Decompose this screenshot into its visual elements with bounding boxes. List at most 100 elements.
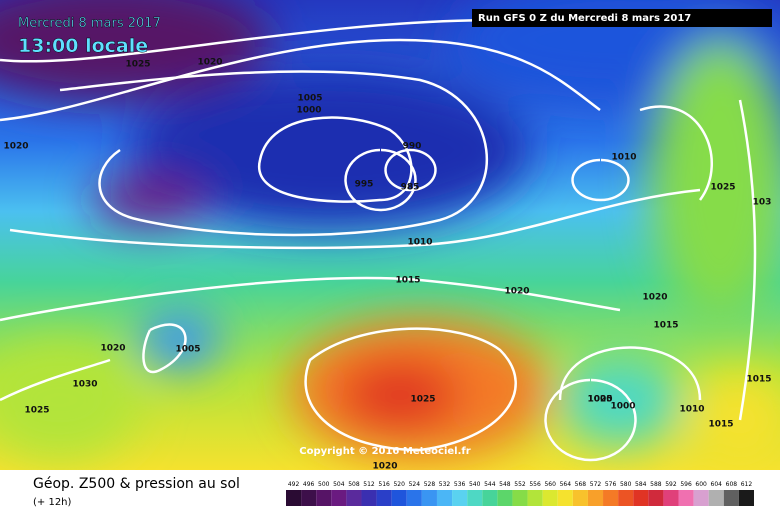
scale-swatch — [557, 490, 573, 506]
scale-swatch — [678, 490, 694, 506]
scale-swatch — [603, 490, 619, 506]
scale-label: 592 — [665, 481, 677, 488]
scale-swatch — [406, 490, 422, 506]
scale-swatch — [693, 490, 709, 506]
isobar-label: 1020 — [3, 142, 28, 152]
scale-label: 596 — [680, 481, 692, 488]
date-text: Mercredi 8 mars 2017 — [18, 16, 161, 31]
copyright: Copyright © 2016 Meteociel.fr — [299, 446, 470, 457]
scale-label: 560 — [544, 481, 556, 488]
scale-swatch — [467, 490, 483, 506]
isobar-label: 1005 — [175, 345, 200, 355]
scale-swatch — [286, 490, 302, 506]
time-text: 13:00 locale — [18, 35, 148, 57]
scale-label: 588 — [650, 481, 662, 488]
scale-swatch — [738, 490, 754, 506]
scale-swatch — [618, 490, 634, 506]
isobar-label: 1020 — [372, 462, 397, 472]
isobar-label: 1025 — [710, 183, 735, 193]
scale-label: 568 — [575, 481, 587, 488]
isobar-label: 1000 — [610, 402, 635, 412]
isobars — [0, 18, 757, 462]
scale-label: 516 — [378, 481, 390, 488]
isobar-label: 1025 — [125, 60, 150, 70]
color-scale: 492 496 500 504 508 512 516 520 524 528 532 536 540 5… — [286, 481, 754, 506]
isobar-label: 1010 — [407, 238, 432, 248]
run-text: Run GFS 0 Z du Mercredi 8 mars 2017 — [478, 13, 691, 24]
scale-label: 504 — [333, 481, 345, 488]
scale-label: 604 — [711, 481, 723, 488]
scale-swatch — [391, 490, 407, 506]
scale-label: 612 — [741, 481, 753, 488]
footer-title: Géop. Z500 & pression au sol — [33, 476, 240, 492]
scale-swatch — [436, 490, 453, 506]
run-banner — [472, 9, 772, 27]
scale-swatch — [331, 490, 347, 506]
scale-label: 500 — [318, 481, 330, 488]
scale-label: 536 — [454, 481, 466, 488]
isobar-label: 1005 — [297, 94, 322, 104]
isobar-label: 1015 — [708, 420, 733, 430]
isobar-label: 103 — [753, 198, 772, 208]
scale-label: 576 — [605, 481, 617, 488]
scale-label: 544 — [484, 481, 496, 488]
scale-swatch — [512, 490, 528, 506]
scale-label: 580 — [620, 481, 632, 488]
isobar-label: 985 — [401, 183, 420, 193]
isobar-label: 1015 — [653, 321, 678, 331]
isobar-label: 1020 — [100, 344, 125, 354]
isobar-label: 1025 — [410, 395, 435, 405]
scale-label: 528 — [424, 481, 436, 488]
scale-label: 508 — [348, 481, 360, 488]
scale-label: 556 — [529, 481, 541, 488]
scale-swatch — [708, 490, 724, 506]
field — [0, 0, 780, 470]
scale-swatch — [527, 490, 543, 506]
scale-swatch — [497, 490, 513, 506]
scale-label: 584 — [635, 481, 647, 488]
scale-label: 572 — [590, 481, 602, 488]
isobar-label: 1020 — [587, 395, 612, 405]
scale-label: 608 — [726, 481, 738, 488]
scale-label: 524 — [409, 481, 421, 488]
scale-swatch — [633, 490, 649, 506]
isobar-label: 1000 — [296, 106, 321, 116]
isobar-label: 1010 — [611, 153, 636, 163]
isobar-label: 1015 — [746, 375, 771, 385]
scale-label: 496 — [303, 481, 315, 488]
isobar-label: 995 — [355, 180, 374, 190]
isobar-label: 1025 — [24, 406, 49, 416]
scale-swatch — [648, 490, 664, 506]
scale-swatch — [572, 490, 588, 506]
isobar-label: 1020 — [197, 58, 222, 68]
scale-swatch — [452, 490, 468, 506]
scale-label: 532 — [439, 481, 451, 488]
scale-label: 540 — [469, 481, 481, 488]
isobar-label: 1015 — [395, 276, 420, 286]
isobar-label: 1030 — [72, 380, 97, 390]
scale-swatch — [723, 490, 739, 506]
scale-swatch — [346, 490, 362, 506]
scale-swatch — [316, 490, 332, 506]
scale-swatch — [421, 490, 437, 506]
scale-swatch — [587, 490, 604, 506]
scale-label: 600 — [695, 481, 707, 488]
scale-label: 512 — [363, 481, 375, 488]
isobar-label: 1010 — [679, 405, 704, 415]
scale-label: 520 — [393, 481, 405, 488]
scale-label: 548 — [499, 481, 511, 488]
footer-lead: (+ 12h) — [33, 497, 72, 508]
isobar-label: 990 — [403, 142, 422, 152]
isobar-label: 1005 — [587, 395, 612, 405]
scale-swatch — [361, 490, 377, 506]
scale-swatch — [482, 490, 498, 506]
isobar-label: 1020 — [504, 287, 529, 297]
scale-label: 564 — [560, 481, 572, 488]
scale-label: 492 — [288, 481, 300, 488]
scale-swatch — [376, 490, 392, 506]
scale-swatch — [301, 490, 317, 506]
scale-swatch — [542, 490, 558, 506]
